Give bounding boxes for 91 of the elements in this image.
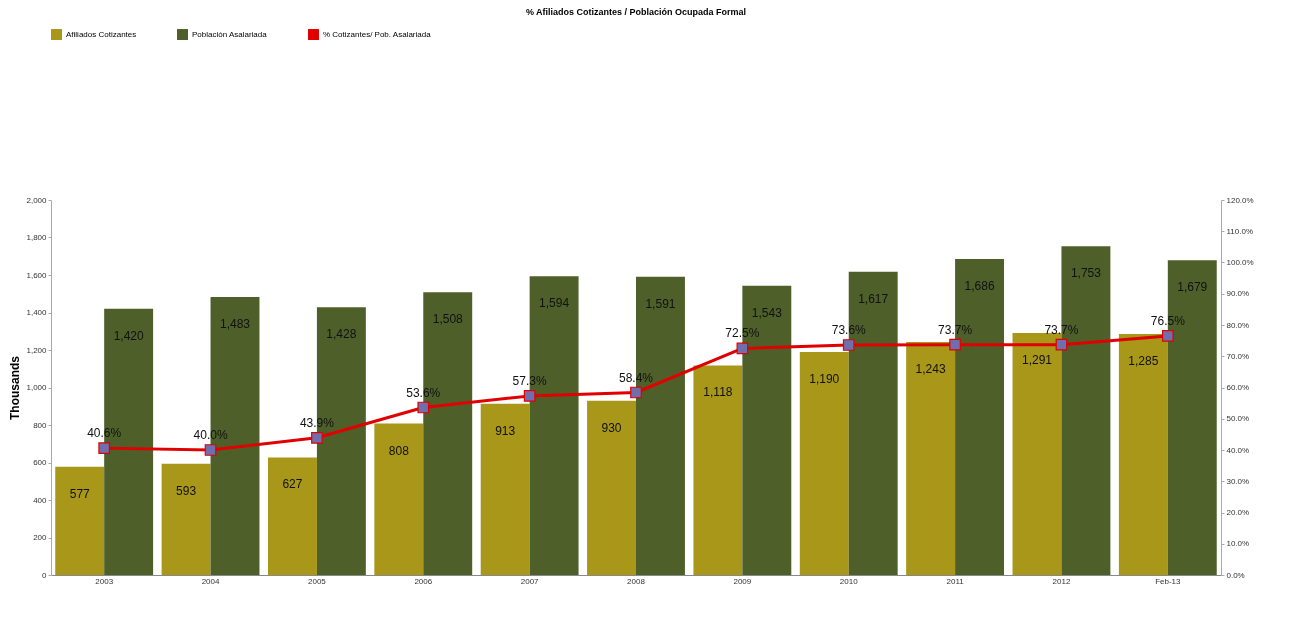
point [630, 386, 642, 399]
data-label: 1,543 [751, 305, 783, 320]
bar [55, 466, 105, 575]
legend-label: Población Asalariada [192, 29, 268, 39]
data-label: 1,428 [326, 327, 357, 342]
bar [799, 351, 849, 575]
data-label: 1,118 [703, 385, 733, 400]
bar [161, 463, 211, 575]
bar [267, 457, 317, 575]
bar [1012, 332, 1062, 575]
x-tick-label: 2009 [733, 576, 752, 586]
data-label: 1,591 [645, 296, 676, 311]
y2-tick-label: 20.0% [1226, 508, 1250, 517]
y-tick-label: 400 [33, 495, 48, 505]
data-label: 1,285 [1128, 354, 1159, 369]
point [98, 442, 111, 454]
x-tick-label: Feb-13 [1155, 576, 1182, 586]
point [417, 401, 430, 414]
bar [587, 400, 636, 575]
y-tick-label: 600 [33, 458, 48, 467]
data-label: 593 [176, 483, 197, 498]
data-label: 1,420 [113, 328, 144, 343]
point [949, 338, 961, 351]
y2-tick-label: 30.0% [1226, 476, 1250, 486]
y-axis-title: Thousands [8, 355, 23, 421]
y-tick-label: 1,200 [26, 345, 48, 355]
point [736, 342, 749, 355]
x-tick-label: 2012 [1052, 576, 1071, 586]
data-label: 73.6% [831, 323, 867, 337]
data-label: 1,679 [1177, 280, 1208, 295]
data-label: 1,483 [219, 316, 251, 331]
data-label: 73.7% [938, 322, 973, 337]
bar [1118, 334, 1168, 575]
point [311, 431, 323, 444]
chart-title: % Afiliados Cotizantes / Población Ocupada Formal [525, 7, 747, 17]
bar [374, 423, 424, 575]
y2-tick-label: 90.0% [1226, 289, 1250, 299]
y-tick-label: 1,400 [26, 308, 48, 317]
x-tick-label: 2011 [946, 576, 965, 586]
data-label: 1,508 [432, 312, 464, 327]
y2-tick-label: 60.0% [1226, 383, 1250, 392]
data-label: 40.0% [193, 428, 228, 442]
x-tick-label: 2010 [839, 576, 859, 586]
y-tick-label: 1,800 [26, 233, 48, 242]
y2-tick-label: 80.0% [1226, 320, 1250, 330]
data-label: 1,753 [1070, 266, 1102, 281]
data-label: 58.4% [618, 370, 654, 385]
data-label: 627 [282, 477, 303, 492]
data-label: 930 [601, 420, 622, 435]
data-label: 577 [69, 486, 91, 501]
x-tick-label: 2003 [95, 576, 114, 586]
y2-tick-label: 10.0% [1226, 539, 1250, 549]
legend-label: Afiliados Cotizantes [66, 29, 137, 39]
x-tick-label: 2008 [627, 576, 646, 586]
y2-tick-label: 70.0% [1226, 351, 1250, 361]
legend-label: % Cotizantes/ Pob. Asalariada [323, 29, 432, 39]
data-label: 1,594 [539, 296, 570, 311]
data-label: 808 [388, 443, 410, 458]
point [1161, 330, 1174, 342]
x-tick-label: 2004 [201, 576, 220, 586]
point [842, 339, 855, 351]
data-label: 1,291 [1021, 352, 1053, 367]
y-tick-label: 1,600 [26, 270, 48, 280]
data-label: 1,617 [858, 291, 889, 306]
point [1055, 338, 1068, 351]
data-label: 913 [495, 423, 516, 438]
bar [906, 341, 956, 575]
data-label: 1,190 [809, 371, 840, 386]
data-label: 73.7% [1044, 322, 1079, 337]
x-tick-label: 2005 [308, 576, 327, 586]
x-tick-label: 2006 [414, 576, 433, 586]
y2-tick-label: 40.0% [1226, 445, 1250, 455]
bar [480, 403, 530, 575]
y-tick-label: 1,000 [26, 383, 48, 392]
data-label: 1,243 [915, 361, 946, 376]
data-label: 1,686 [964, 278, 995, 293]
y2-tick-label: 120.0% [1226, 195, 1254, 205]
y2-tick-label: 50.0% [1226, 414, 1250, 424]
y-tick-label: 0 [42, 570, 48, 580]
x-tick-label: 2007 [520, 576, 540, 586]
y-tick-label: 800 [33, 420, 48, 430]
y2-tick-label: 110.0% [1226, 226, 1254, 236]
y2-tick-label: 0.0% [1226, 570, 1245, 580]
data-label: 76.5% [1150, 313, 1186, 328]
point [523, 390, 536, 402]
point [204, 444, 217, 456]
y2-tick-label: 100.0% [1226, 258, 1254, 267]
bar [693, 365, 743, 575]
y-tick-label: 200 [33, 533, 48, 542]
y-tick-label: 2,000 [26, 195, 48, 205]
data-label: 72.5% [725, 326, 760, 341]
